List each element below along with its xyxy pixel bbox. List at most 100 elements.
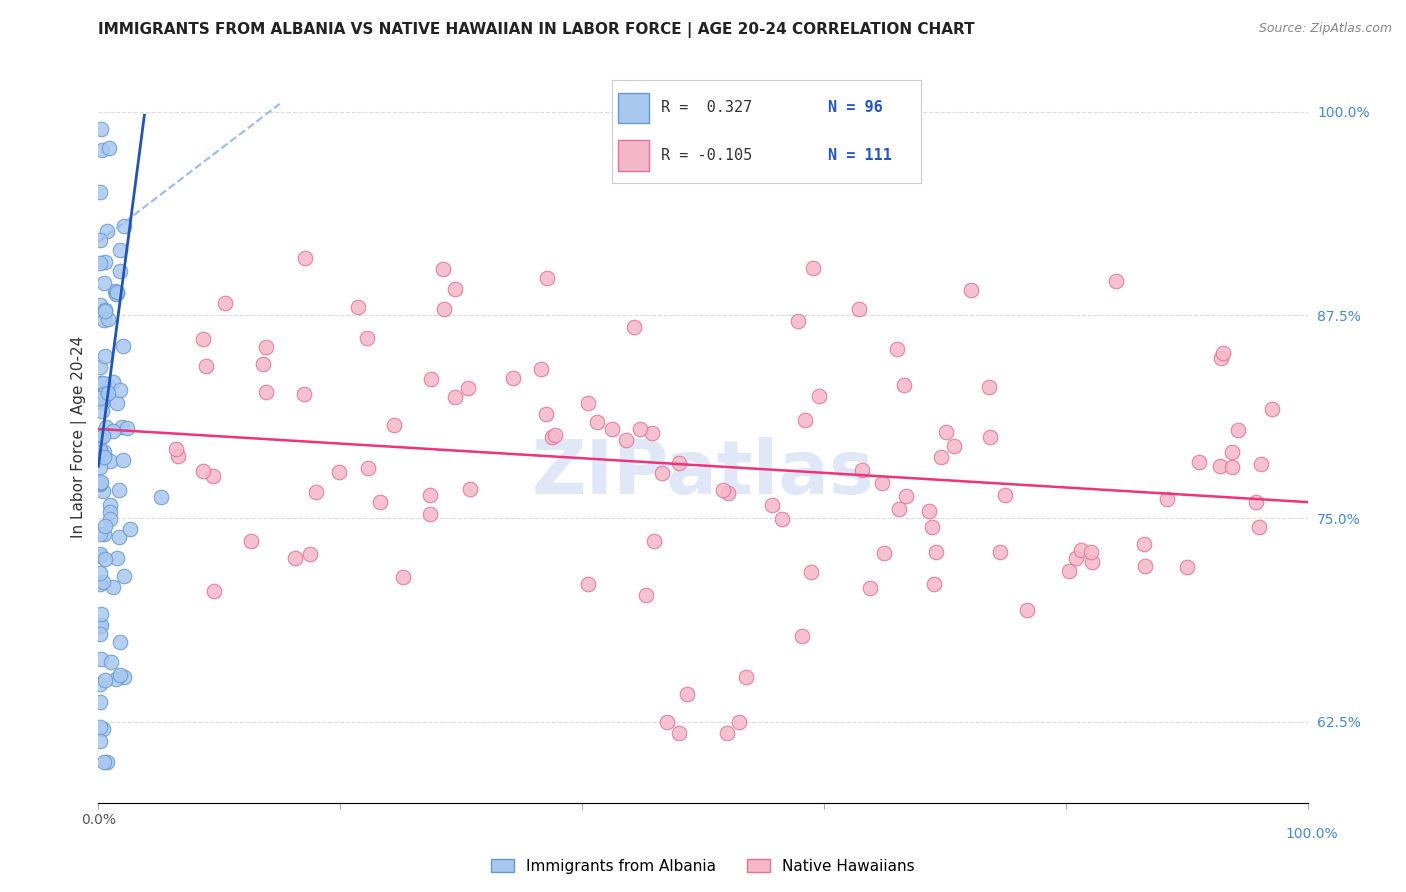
Point xyxy=(105,285,128,300)
Point xyxy=(89,577,111,591)
Point xyxy=(89,450,111,464)
Point xyxy=(89,720,111,734)
Point xyxy=(328,465,350,479)
Point xyxy=(93,450,115,464)
Point xyxy=(104,672,127,686)
Point xyxy=(101,580,124,594)
Point xyxy=(800,565,823,579)
Point xyxy=(89,386,111,401)
Point xyxy=(108,244,131,258)
Point xyxy=(93,428,115,442)
Point xyxy=(90,618,112,632)
Point xyxy=(194,359,217,373)
Point xyxy=(977,380,1000,394)
Point xyxy=(1250,457,1272,471)
Point xyxy=(576,396,599,410)
Point xyxy=(433,301,456,316)
Point xyxy=(94,303,117,318)
Point xyxy=(1261,402,1284,417)
Point xyxy=(91,722,114,736)
Point xyxy=(93,755,115,769)
Point xyxy=(292,387,315,401)
Point xyxy=(886,343,908,357)
Point xyxy=(89,733,111,747)
Point xyxy=(420,371,443,385)
Point xyxy=(298,547,321,561)
Point xyxy=(89,619,111,633)
Point xyxy=(541,430,564,444)
Point xyxy=(870,475,893,490)
Point xyxy=(93,312,115,326)
Point xyxy=(391,570,413,584)
Text: ZIPatlas: ZIPatlas xyxy=(531,437,875,510)
FancyBboxPatch shape xyxy=(617,93,648,123)
Point xyxy=(94,385,117,400)
Point xyxy=(1070,542,1092,557)
Point xyxy=(254,384,277,399)
Point xyxy=(89,566,111,580)
Point xyxy=(921,520,943,534)
Point xyxy=(716,726,738,740)
Point xyxy=(89,627,111,641)
Text: N = 111: N = 111 xyxy=(828,148,891,162)
Point xyxy=(616,434,638,448)
Point xyxy=(1244,495,1267,509)
Point xyxy=(93,445,115,459)
Point xyxy=(419,488,441,502)
Point xyxy=(108,383,131,397)
Point xyxy=(628,422,651,436)
Point xyxy=(655,714,678,729)
Point xyxy=(770,512,793,526)
Point xyxy=(112,569,135,583)
Point xyxy=(1220,445,1243,459)
Point xyxy=(111,453,134,467)
Point xyxy=(1133,536,1156,550)
Point xyxy=(640,425,662,440)
Point xyxy=(94,673,117,687)
Point xyxy=(600,422,623,436)
Point xyxy=(105,396,128,410)
Point xyxy=(1064,550,1087,565)
Point xyxy=(347,300,370,314)
Point xyxy=(252,357,274,371)
Point xyxy=(502,370,524,384)
Point xyxy=(89,475,111,490)
Point xyxy=(100,512,122,526)
Point xyxy=(193,464,215,478)
Point xyxy=(988,545,1011,559)
Point xyxy=(93,276,115,290)
Point xyxy=(100,655,122,669)
Point xyxy=(432,261,454,276)
Point xyxy=(1209,458,1232,473)
Point xyxy=(150,490,173,504)
Point xyxy=(1133,559,1156,574)
Point xyxy=(89,391,111,405)
Point xyxy=(536,270,558,285)
Point xyxy=(444,282,467,296)
Point xyxy=(634,588,657,602)
Point xyxy=(1247,519,1270,533)
Point xyxy=(89,527,111,541)
Point xyxy=(101,424,124,438)
Point xyxy=(108,635,131,649)
Point xyxy=(457,381,479,395)
Text: Source: ZipAtlas.com: Source: ZipAtlas.com xyxy=(1258,22,1392,36)
Point xyxy=(98,454,121,468)
Point xyxy=(284,550,307,565)
Point xyxy=(711,483,734,498)
Point xyxy=(1188,455,1211,469)
Point xyxy=(105,287,128,301)
Point xyxy=(530,362,553,376)
Point xyxy=(101,375,124,389)
Point xyxy=(94,384,117,398)
Point xyxy=(794,413,817,427)
Point xyxy=(90,607,112,621)
Point xyxy=(111,339,134,353)
Point xyxy=(90,144,112,158)
Text: N = 96: N = 96 xyxy=(828,101,883,115)
Point xyxy=(89,256,111,270)
Point xyxy=(993,488,1015,502)
Point xyxy=(935,425,957,439)
Point xyxy=(93,387,115,401)
Point xyxy=(1057,564,1080,578)
